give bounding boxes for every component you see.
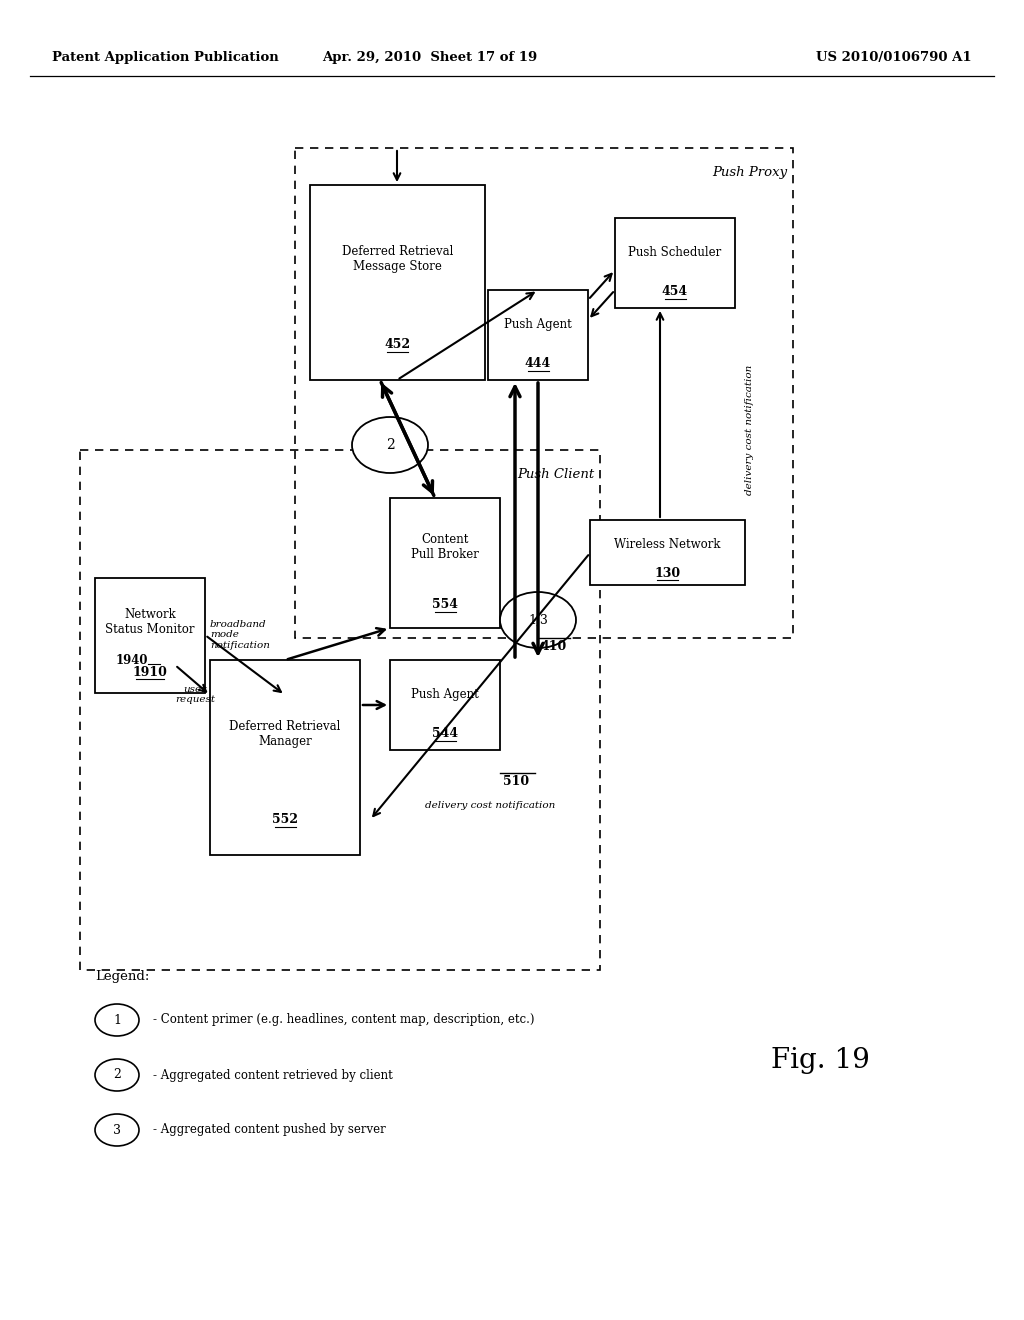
Text: Patent Application Publication: Patent Application Publication [52, 51, 279, 65]
Text: 130: 130 [654, 566, 681, 579]
Text: - Content primer (e.g. headlines, content map, description, etc.): - Content primer (e.g. headlines, conten… [153, 1014, 535, 1027]
Text: Wireless Network: Wireless Network [614, 539, 721, 552]
Text: - Aggregated content pushed by server: - Aggregated content pushed by server [153, 1123, 386, 1137]
Text: 2: 2 [113, 1068, 121, 1081]
Bar [590, 520, 745, 585]
Ellipse shape [500, 591, 575, 648]
Text: US 2010/0106790 A1: US 2010/0106790 A1 [816, 51, 972, 65]
Text: 544: 544 [432, 727, 458, 741]
Text: Push Agent: Push Agent [504, 318, 571, 331]
Text: - Aggregated content retrieved by client: - Aggregated content retrieved by client [153, 1068, 393, 1081]
Ellipse shape [352, 417, 428, 473]
Text: broadband
mode
notification: broadband mode notification [210, 620, 270, 649]
Text: Network
Status Monitor: Network Status Monitor [105, 607, 195, 636]
Text: Push Client: Push Client [517, 469, 594, 480]
Text: 454: 454 [662, 285, 688, 298]
Bar [310, 185, 485, 380]
Bar [488, 290, 588, 380]
Bar [390, 660, 500, 750]
Text: 1940: 1940 [116, 653, 148, 667]
Text: 2: 2 [386, 438, 394, 451]
Text: 444: 444 [525, 358, 551, 371]
Text: Push Scheduler: Push Scheduler [629, 246, 722, 259]
Text: 554: 554 [432, 598, 458, 611]
Bar [390, 498, 500, 628]
Text: 1910: 1910 [132, 665, 168, 678]
Ellipse shape [95, 1005, 139, 1036]
Bar [95, 578, 205, 693]
Text: 3: 3 [113, 1123, 121, 1137]
Text: delivery cost notification: delivery cost notification [745, 364, 755, 495]
Text: Fig. 19: Fig. 19 [771, 1047, 869, 1073]
Text: Push Agent: Push Agent [411, 688, 479, 701]
Text: 1: 1 [113, 1014, 121, 1027]
Text: 510: 510 [503, 775, 529, 788]
Text: Deferred Retrieval
Message Store: Deferred Retrieval Message Store [342, 246, 454, 273]
Bar [295, 148, 793, 638]
Text: delivery cost notification: delivery cost notification [425, 801, 555, 810]
Bar [210, 660, 360, 855]
Ellipse shape [95, 1059, 139, 1092]
Bar [615, 218, 735, 308]
Text: 552: 552 [272, 813, 298, 826]
Text: Push Proxy: Push Proxy [712, 166, 787, 180]
Text: Content
Pull Broker: Content Pull Broker [411, 533, 479, 561]
Text: Legend:: Legend: [95, 970, 150, 983]
Text: Deferred Retrieval
Manager: Deferred Retrieval Manager [229, 721, 341, 748]
Text: 410: 410 [540, 640, 566, 653]
Ellipse shape [95, 1114, 139, 1146]
Text: user
request: user request [175, 685, 215, 705]
Text: 1,3: 1,3 [528, 614, 548, 627]
Bar [80, 450, 600, 970]
Text: 452: 452 [384, 338, 411, 351]
Text: Apr. 29, 2010  Sheet 17 of 19: Apr. 29, 2010 Sheet 17 of 19 [323, 51, 538, 65]
